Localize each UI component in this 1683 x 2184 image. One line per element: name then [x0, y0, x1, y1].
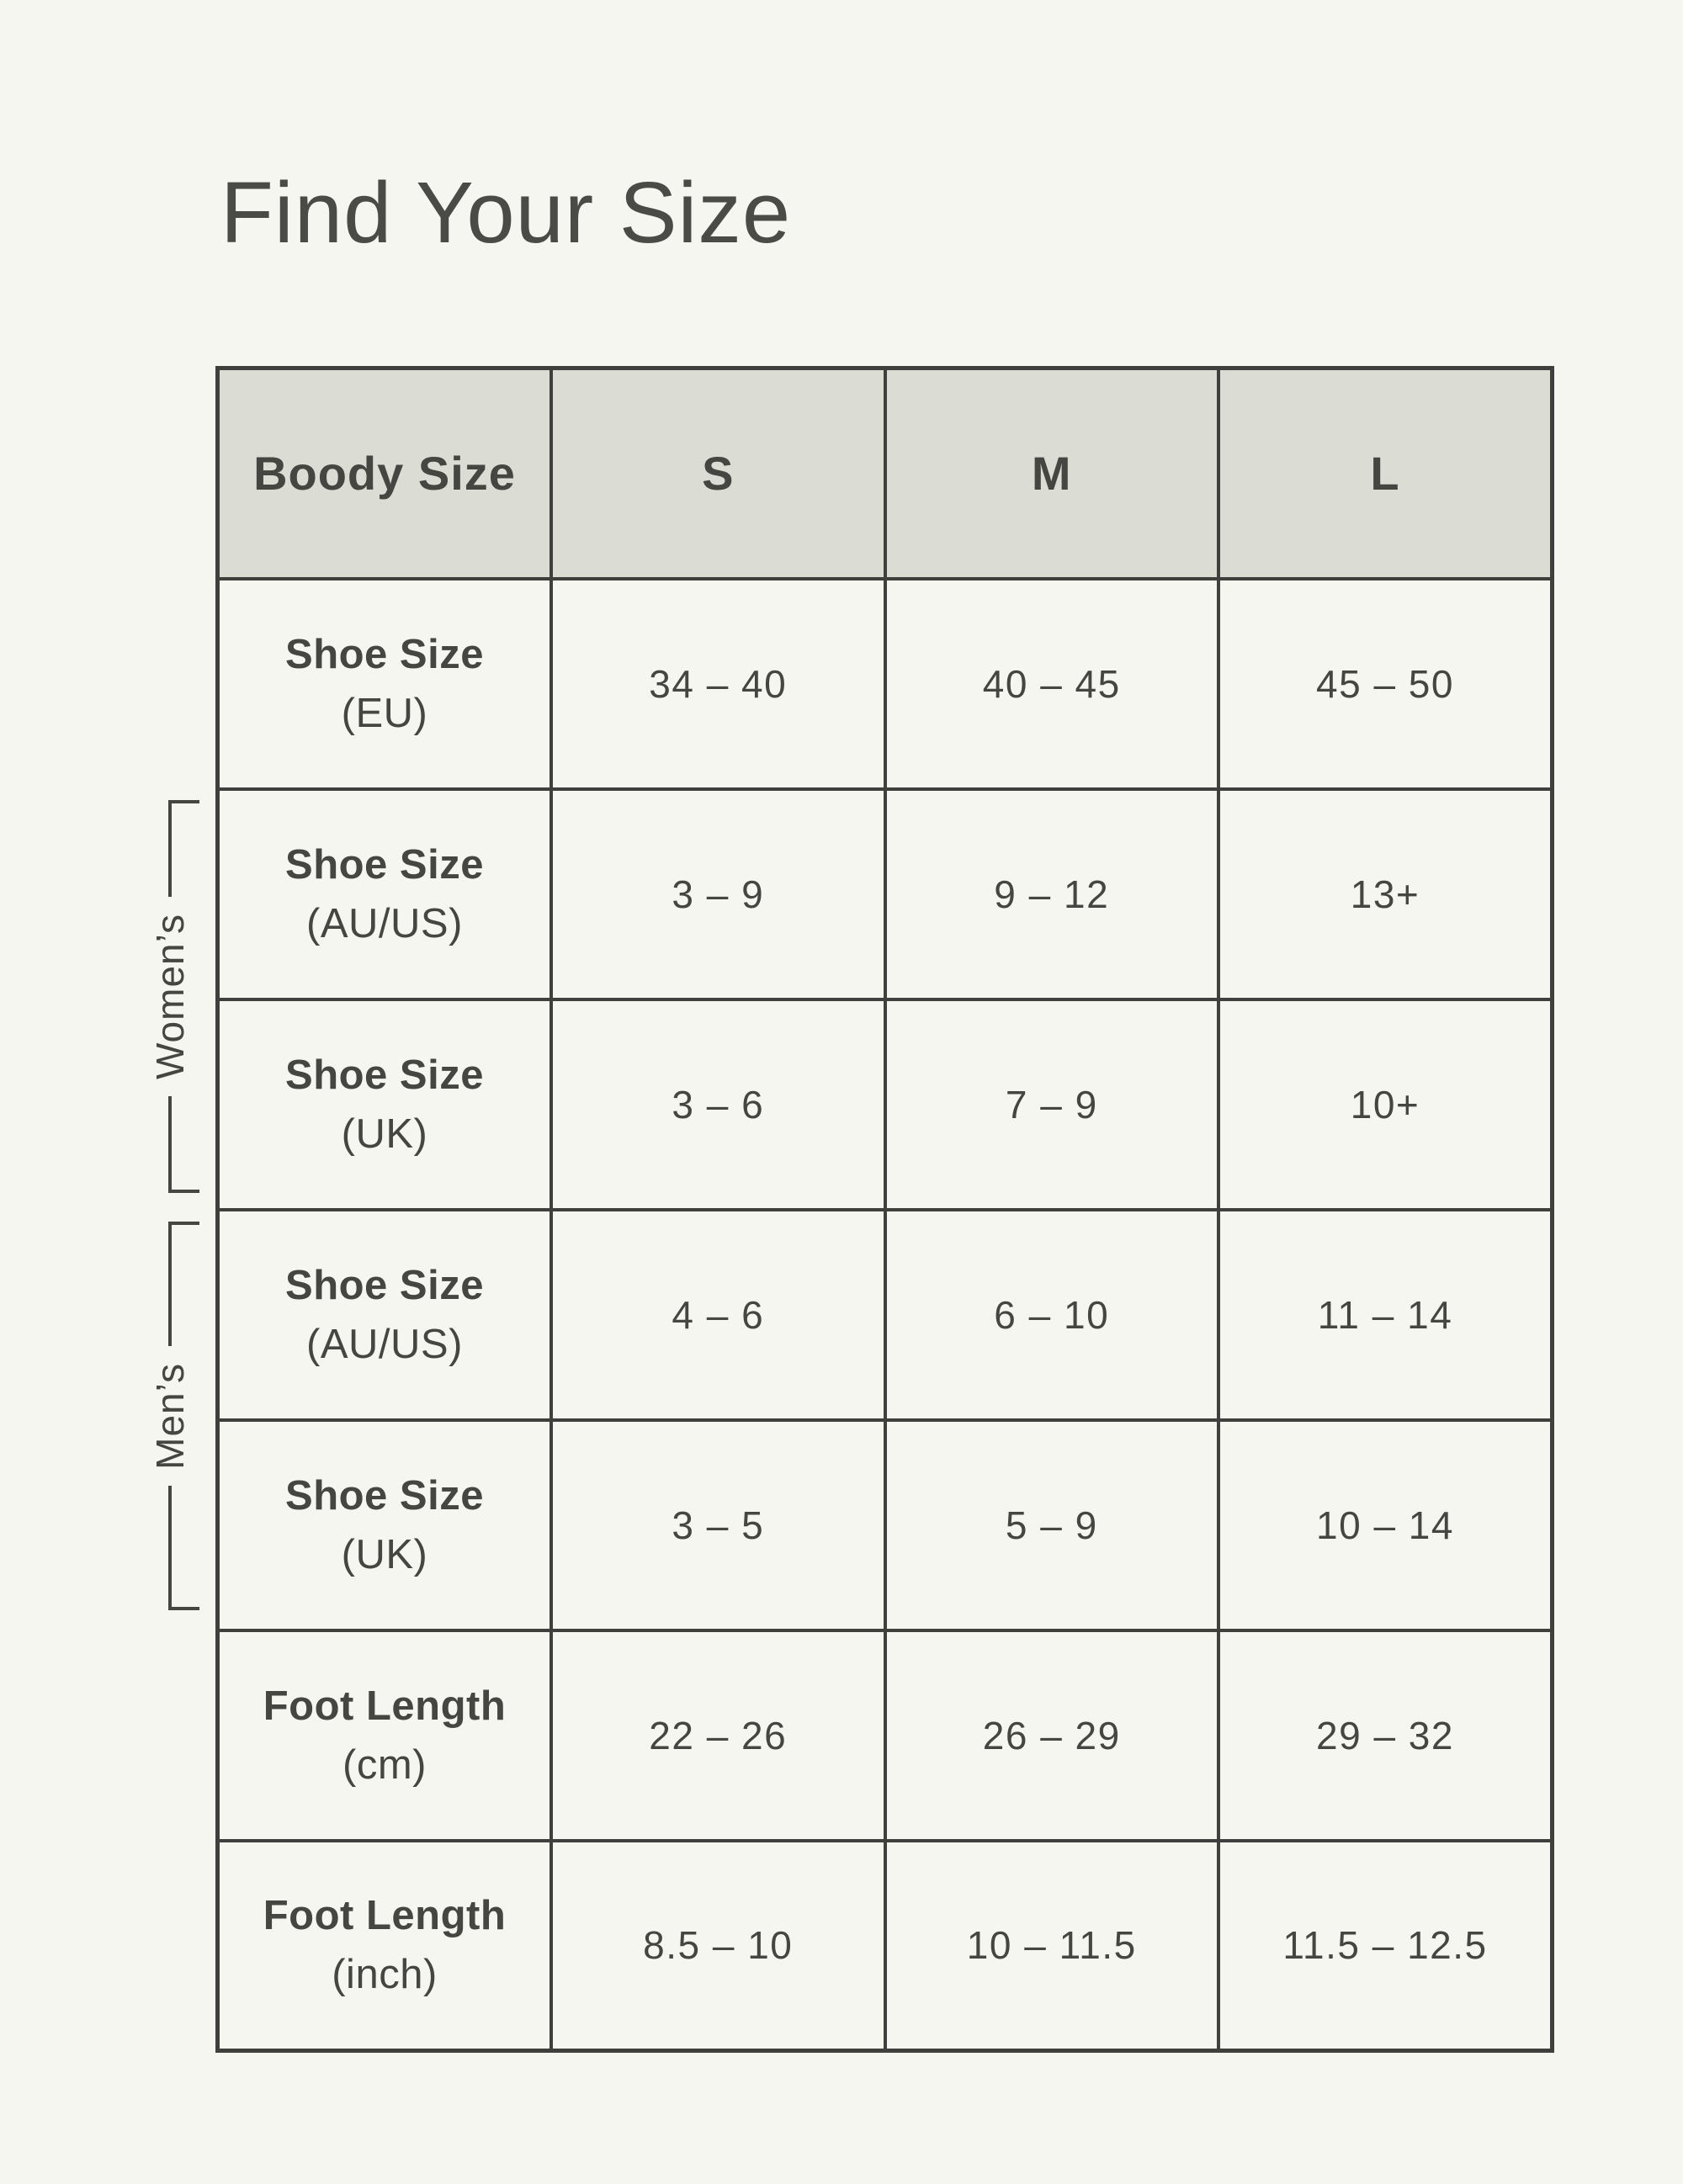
row-sublabel: (UK)	[341, 1111, 428, 1157]
header-row: Boody Size S M L	[215, 366, 1554, 580]
bracket-arm-top	[168, 800, 199, 897]
size-value-cell: 7 – 9	[883, 997, 1220, 1211]
size-chart-table: Boody Size S M L Shoe Size (EU) 34 – 40 …	[215, 366, 1554, 2053]
size-value-cell: 40 – 45	[883, 576, 1220, 791]
row-header-cell: Shoe Size (AU/US)	[215, 787, 553, 1001]
page-title: Find Your Size	[220, 164, 792, 261]
mens-group-bracket: Men’s	[148, 1222, 199, 1610]
row-label: Shoe Size	[285, 631, 484, 677]
womens-group-label-wrap: Women’s	[148, 897, 199, 1096]
size-value-cell: 13+	[1217, 787, 1554, 1001]
size-value-cell: 26 – 29	[883, 1628, 1220, 1842]
table-row-mens-shoe-size-uk: Shoe Size (UK) 3 – 5 5 – 9 10 – 14	[215, 1418, 1554, 1632]
header-cell-size-s: S	[549, 366, 887, 580]
mens-group-label: Men’s	[148, 1362, 192, 1470]
header-cell-size-m: M	[883, 366, 1220, 580]
row-sublabel: (EU)	[341, 690, 428, 736]
table-row-foot-length-cm: Foot Length (cm) 22 – 26 26 – 29 29 – 32	[215, 1628, 1554, 1842]
womens-group-label: Women’s	[148, 913, 192, 1080]
bracket-arm-bottom	[168, 1486, 199, 1610]
size-value-cell: 11.5 – 12.5	[1217, 1838, 1554, 2053]
row-header-cell: Shoe Size (EU)	[215, 576, 553, 791]
row-sublabel: (inch)	[332, 1952, 438, 1998]
size-value-cell: 3 – 6	[549, 997, 887, 1211]
table-row-womens-shoe-size-uk: Shoe Size (UK) 3 – 6 7 – 9 10+	[215, 997, 1554, 1211]
size-value-cell: 5 – 9	[883, 1418, 1220, 1632]
header-cell-boody-size: Boody Size	[215, 366, 553, 580]
row-label: Foot Length	[263, 1893, 507, 1939]
row-sublabel: (AU/US)	[306, 900, 463, 946]
womens-group-bracket: Women’s	[148, 800, 199, 1194]
size-value-cell: 9 – 12	[883, 787, 1220, 1001]
row-header-cell: Shoe Size (UK)	[215, 1418, 553, 1632]
row-sublabel: (AU/US)	[306, 1321, 463, 1367]
size-value-cell: 11 – 14	[1217, 1207, 1554, 1422]
table-row-womens-shoe-size-au-us: Shoe Size (AU/US) 3 – 9 9 – 12 13+	[215, 787, 1554, 1001]
row-header-cell: Shoe Size (AU/US)	[215, 1207, 553, 1422]
row-sublabel: (UK)	[341, 1531, 428, 1577]
size-value-cell: 10 – 14	[1217, 1418, 1554, 1632]
table-row-foot-length-inch: Foot Length (inch) 8.5 – 10 10 – 11.5 11…	[215, 1838, 1554, 2053]
size-value-cell: 4 – 6	[549, 1207, 887, 1422]
row-label: Shoe Size	[285, 1472, 484, 1519]
size-value-cell: 3 – 9	[549, 787, 887, 1001]
size-value-cell: 45 – 50	[1217, 576, 1554, 791]
row-label: Shoe Size	[285, 1262, 484, 1308]
bracket-arm-top	[168, 1222, 199, 1346]
table-row-shoe-size-eu: Shoe Size (EU) 34 – 40 40 – 45 45 – 50	[215, 576, 1554, 791]
size-value-cell: 22 – 26	[549, 1628, 887, 1842]
size-value-cell: 10+	[1217, 997, 1554, 1211]
header-cell-size-l: L	[1217, 366, 1554, 580]
size-value-cell: 34 – 40	[549, 576, 887, 791]
mens-group-label-wrap: Men’s	[148, 1346, 199, 1487]
size-value-cell: 8.5 – 10	[549, 1838, 887, 2053]
row-label: Shoe Size	[285, 841, 484, 888]
row-header-cell: Shoe Size (UK)	[215, 997, 553, 1211]
table-row-mens-shoe-size-au-us: Shoe Size (AU/US) 4 – 6 6 – 10 11 – 14	[215, 1207, 1554, 1422]
row-label: Shoe Size	[285, 1052, 484, 1098]
size-value-cell: 3 – 5	[549, 1418, 887, 1632]
row-header-cell: Foot Length (inch)	[215, 1838, 553, 2053]
bracket-arm-bottom	[168, 1096, 199, 1194]
size-value-cell: 10 – 11.5	[883, 1838, 1220, 2053]
size-value-cell: 6 – 10	[883, 1207, 1220, 1422]
row-sublabel: (cm)	[342, 1741, 427, 1788]
row-header-cell: Foot Length (cm)	[215, 1628, 553, 1842]
size-value-cell: 29 – 32	[1217, 1628, 1554, 1842]
row-label: Foot Length	[263, 1683, 507, 1729]
